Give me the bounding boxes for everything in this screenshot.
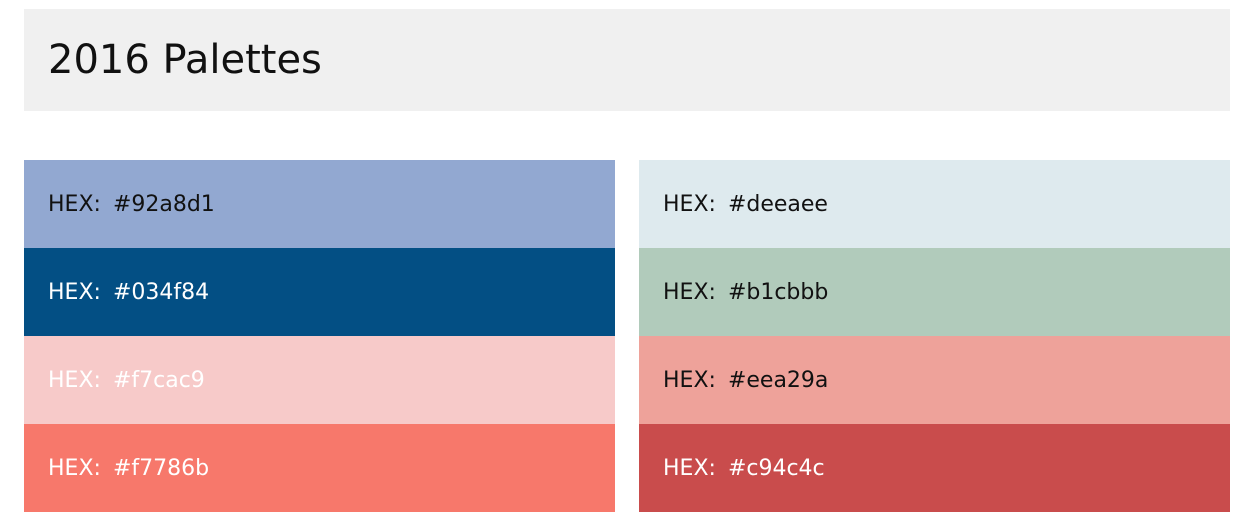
hex-label: HEX: (48, 455, 101, 481)
page-title: 2016 Palettes (48, 37, 322, 83)
hex-value: #92a8d1 (112, 191, 215, 217)
hex-label: HEX: (663, 455, 716, 481)
hex-label: HEX: (48, 279, 101, 305)
color-swatch: HEX: #f7cac9 (24, 336, 615, 424)
hex-label: HEX: (663, 279, 716, 305)
color-swatch: HEX: #034f84 (24, 248, 615, 336)
color-swatch: HEX: #f7786b (24, 424, 615, 512)
hex-value: #034f84 (112, 279, 210, 305)
hex-value: #f7786b (112, 455, 210, 481)
color-swatch: HEX: #eea29a (639, 336, 1230, 424)
color-swatch: HEX: #c94c4c (639, 424, 1230, 512)
hex-value: #eea29a (727, 367, 829, 393)
palette-right: HEX: #deeaee HEX: #b1cbbb HEX: #eea29a H… (639, 160, 1230, 512)
color-swatch: HEX: #92a8d1 (24, 160, 615, 248)
hex-value: #f7cac9 (112, 367, 205, 393)
color-swatch: HEX: #deeaee (639, 160, 1230, 248)
hex-value: #deeaee (727, 191, 828, 217)
page-header: 2016 Palettes (24, 9, 1230, 111)
hex-value: #c94c4c (727, 455, 825, 481)
palette-left: HEX: #92a8d1 HEX: #034f84 HEX: #f7cac9 H… (24, 160, 615, 512)
hex-label: HEX: (48, 191, 101, 217)
hex-label: HEX: (663, 191, 716, 217)
color-swatch: HEX: #b1cbbb (639, 248, 1230, 336)
hex-label: HEX: (663, 367, 716, 393)
hex-label: HEX: (48, 367, 101, 393)
hex-value: #b1cbbb (727, 279, 829, 305)
